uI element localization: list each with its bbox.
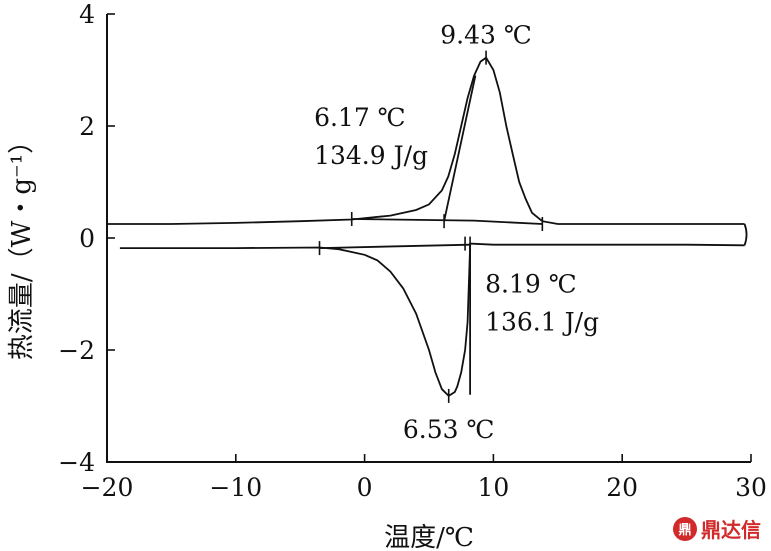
annotation-label: 8.19 ℃ <box>485 270 577 299</box>
series-exotherm-line <box>107 56 745 225</box>
tangent-line <box>443 75 477 222</box>
y-tick-label: −2 <box>58 336 95 365</box>
y-tick-label: 2 <box>79 112 95 141</box>
curve-end-hook <box>743 223 748 246</box>
x-tick-label: 30 <box>735 473 767 502</box>
annotation-label: 9.43 ℃ <box>440 21 532 50</box>
baseline-line <box>351 218 543 225</box>
watermark-logo: 鼎 鼎达信 <box>673 514 761 543</box>
x-tick-label: 0 <box>357 473 373 502</box>
curves-layer <box>107 56 748 398</box>
annotation-label: 6.53 ℃ <box>403 415 495 444</box>
x-axis-title: 温度/℃ <box>384 523 474 551</box>
guides-layer <box>318 50 544 403</box>
baseline-line <box>319 243 471 249</box>
watermark-text: 鼎达信 <box>701 518 761 542</box>
y-tick-label: 0 <box>79 224 95 253</box>
y-axis-title: 热流量/（W・g⁻¹） <box>7 128 37 360</box>
y-tick-label: 4 <box>79 0 95 29</box>
x-tick-label: −10 <box>209 473 262 502</box>
watermark-icon: 鼎 <box>673 516 697 541</box>
axes-frame <box>106 14 751 463</box>
x-tick-label: −20 <box>81 473 134 502</box>
x-tick-label: 10 <box>477 473 509 502</box>
y-tick-label: −4 <box>58 448 95 477</box>
annotation-label: 6.17 ℃ <box>314 103 406 132</box>
annotation-label: 134.9 J/g <box>314 141 428 170</box>
labels-layer: 温度/℃ 热流量/（W・g⁻¹） 9.43 ℃ 6.17 ℃ 134.9 J/g 8.19… <box>7 21 599 551</box>
annotation-label: 136.1 J/g <box>485 308 599 337</box>
series-endotherm-line <box>119 242 745 398</box>
x-tick-label: 20 <box>606 473 638 502</box>
